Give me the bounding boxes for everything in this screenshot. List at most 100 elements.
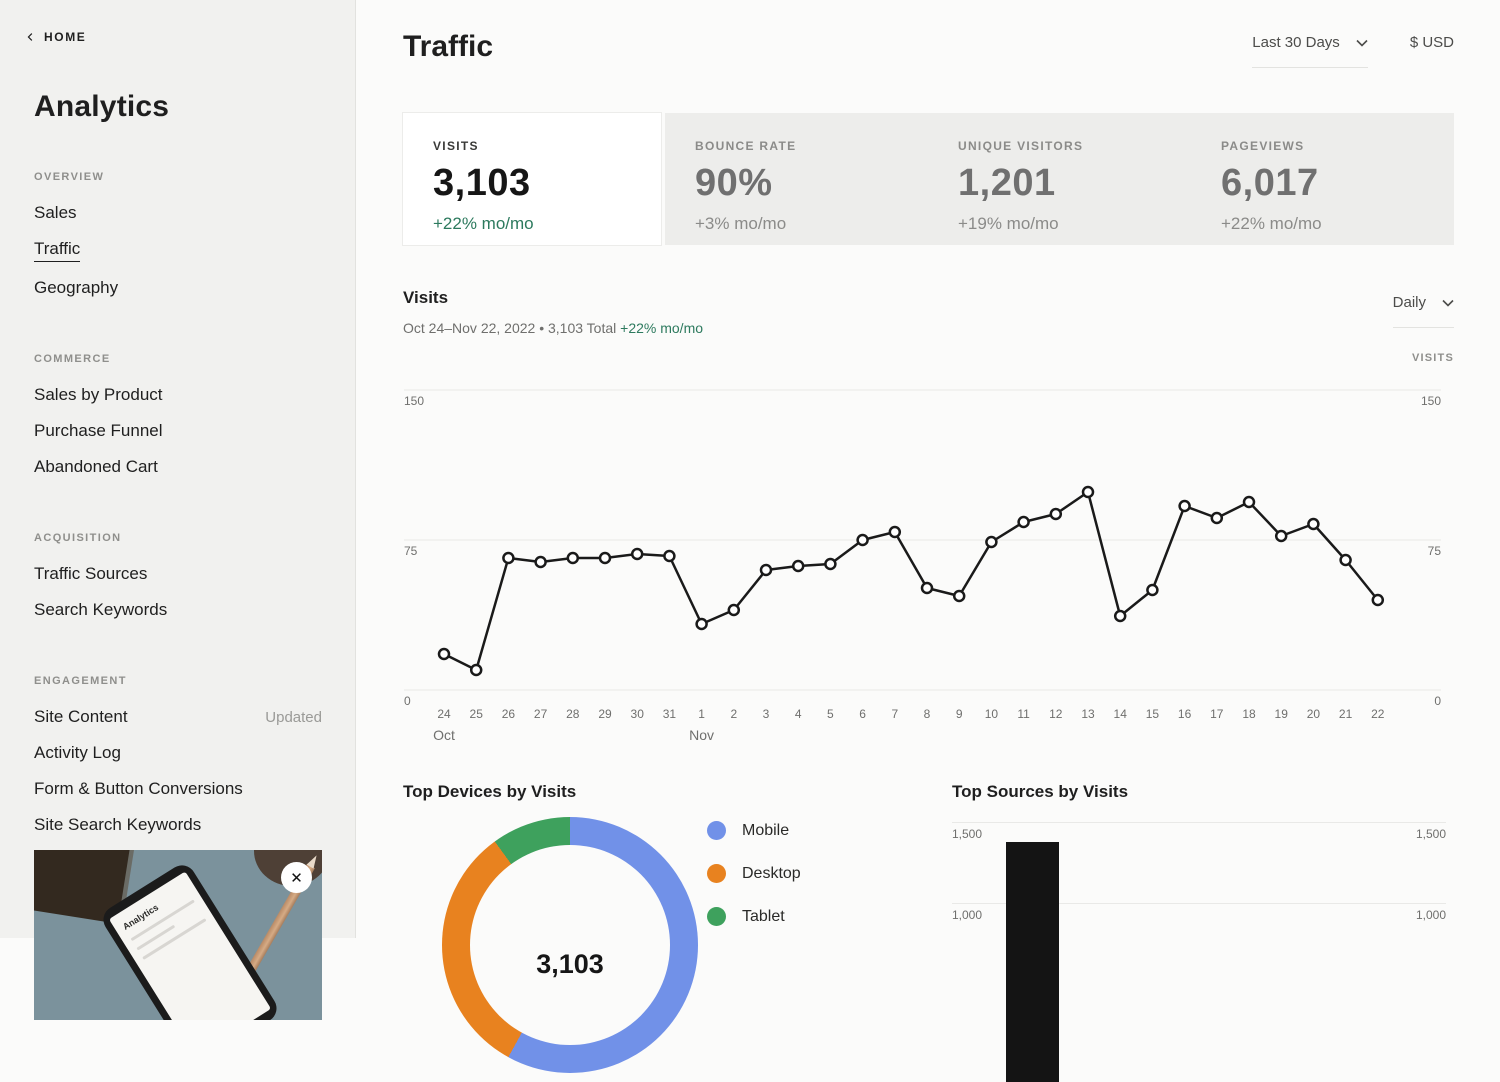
- legend-item-desktop: Desktop: [707, 864, 801, 883]
- axis-series-label: VISITS: [1411, 352, 1454, 364]
- svg-text:5: 5: [827, 707, 834, 721]
- chevron-down-icon: [1356, 39, 1368, 47]
- close-icon[interactable]: ✕: [281, 862, 312, 893]
- sidebar-item-traffic-sources[interactable]: Traffic Sources: [34, 564, 148, 583]
- svg-text:150: 150: [404, 394, 424, 408]
- main-content: Traffic Last 30 Days $ USD VISITS 3,103 …: [357, 0, 1500, 1082]
- svg-text:24: 24: [437, 707, 451, 721]
- home-back-link[interactable]: HOME: [24, 30, 321, 44]
- svg-text:6: 6: [859, 707, 866, 721]
- header-controls: Last 30 Days $ USD: [1252, 34, 1454, 68]
- date-range-select[interactable]: Last 30 Days: [1252, 34, 1368, 68]
- svg-text:15: 15: [1146, 707, 1160, 721]
- svg-text:30: 30: [631, 707, 645, 721]
- svg-text:10: 10: [985, 707, 999, 721]
- top-devices-heading: Top Devices by Visits: [403, 782, 577, 801]
- svg-text:12: 12: [1049, 707, 1063, 721]
- stat-inactive-band: BOUNCE RATE 90% +3% mo/mo UNIQUE VISITOR…: [665, 113, 1454, 245]
- analytics-promo-image: Analytics ✕: [34, 850, 322, 1020]
- section-label: ACQUISITION: [34, 532, 122, 544]
- stats-row: VISITS 3,103 +22% mo/mo BOUNCE RATE 90% …: [403, 113, 1454, 245]
- sidebar-item-geography[interactable]: Geography: [34, 278, 119, 297]
- sidebar-nav: OVERVIEW Sales Traffic Geography COMMERC…: [34, 171, 322, 879]
- svg-text:0: 0: [404, 694, 411, 708]
- chevron-down-icon: [1442, 299, 1454, 307]
- svg-text:11: 11: [1017, 707, 1030, 721]
- chevron-left-icon: [27, 33, 33, 41]
- svg-text:31: 31: [663, 707, 677, 721]
- sidebar-item-sales[interactable]: Sales: [34, 203, 77, 222]
- page-title: Traffic: [403, 30, 494, 63]
- svg-text:75: 75: [1428, 544, 1442, 558]
- nav-section-commerce: COMMERCE Sales by Product Purchase Funne…: [34, 353, 321, 485]
- sidebar-item-activity-log[interactable]: Activity Log: [34, 743, 121, 762]
- devices-legend: Mobile Desktop Tablet: [707, 821, 801, 950]
- top-sources-panel: Top Sources by Visits 1,500 1,500 1,000 1,0…: [952, 770, 1454, 1082]
- sidebar-title: Analytics: [34, 90, 170, 123]
- home-label: HOME: [44, 30, 87, 44]
- sidebar: HOME Analytics OVERVIEW Sales Traffic Ge…: [0, 0, 356, 1020]
- svg-text:150: 150: [1421, 394, 1441, 408]
- sidebar-item-sales-by-product[interactable]: Sales by Product: [34, 385, 163, 404]
- sidebar-item-site-content[interactable]: Site Content Updated: [34, 707, 322, 726]
- sidebar-item-traffic[interactable]: Traffic: [34, 231, 322, 270]
- sidebar-item-form-button-conversions[interactable]: Form & Button Conversions: [34, 779, 243, 798]
- svg-text:17: 17: [1210, 707, 1224, 721]
- stat-card-visits[interactable]: VISITS 3,103 +22% mo/mo: [403, 113, 661, 245]
- stat-card-pageviews[interactable]: PAGEVIEWS 6,017 +22% mo/mo: [1221, 139, 1322, 233]
- legend-dot: [707, 907, 726, 926]
- svg-text:22: 22: [1371, 707, 1385, 721]
- promo-phone-screen: Analytics: [108, 871, 272, 1020]
- section-label: OVERVIEW: [34, 171, 105, 183]
- sidebar-item-search-keywords[interactable]: Search Keywords: [34, 600, 168, 619]
- svg-text:13: 13: [1081, 707, 1095, 721]
- svg-text:18: 18: [1242, 707, 1256, 721]
- legend-dot: [707, 821, 726, 840]
- svg-text:Oct: Oct: [433, 727, 455, 743]
- sidebar-item-purchase-funnel[interactable]: Purchase Funnel: [34, 421, 163, 440]
- legend-item-tablet: Tablet: [707, 907, 801, 926]
- stat-card-unique-visitors[interactable]: UNIQUE VISITORS 1,201 +19% mo/mo: [958, 139, 1084, 233]
- currency-select[interactable]: $ USD: [1409, 34, 1454, 51]
- visits-chart-title: Visits: [403, 288, 449, 307]
- nav-section-acquisition: ACQUISITION Traffic Sources Search Keywo…: [34, 532, 321, 628]
- svg-text:26: 26: [502, 707, 516, 721]
- svg-text:0: 0: [1434, 694, 1441, 708]
- svg-text:20: 20: [1307, 707, 1321, 721]
- sidebar-item-site-search-keywords[interactable]: Site Search Keywords: [34, 815, 202, 834]
- visits-delta: +22% mo/mo: [620, 320, 704, 336]
- svg-text:19: 19: [1275, 707, 1289, 721]
- interval-select[interactable]: Daily: [1392, 294, 1454, 328]
- svg-text:2: 2: [730, 707, 737, 721]
- visits-chart-header: Visits Oct 24–Nov 22, 2022 • 3,103 Total…: [403, 288, 1454, 364]
- legend-dot: [707, 864, 726, 883]
- section-label: ENGAGEMENT: [34, 675, 127, 687]
- svg-text:14: 14: [1114, 707, 1128, 721]
- sources-bar-chart: 1,500 1,500 1,000 1,000: [952, 822, 1446, 1082]
- svg-text:75: 75: [404, 544, 418, 558]
- top-sources-heading: Top Sources by Visits: [952, 782, 1129, 801]
- svg-text:21: 21: [1339, 707, 1353, 721]
- donut-total: 3,103: [536, 949, 604, 979]
- svg-text:9: 9: [956, 707, 963, 721]
- nav-section-overview: OVERVIEW Sales Traffic Geography: [34, 171, 321, 306]
- sidebar-item-abandoned-cart[interactable]: Abandoned Cart: [34, 457, 158, 476]
- svg-text:16: 16: [1178, 707, 1192, 721]
- svg-text:Nov: Nov: [689, 727, 714, 743]
- legend-item-mobile: Mobile: [707, 821, 801, 840]
- svg-text:3: 3: [763, 707, 770, 721]
- svg-text:1: 1: [698, 707, 705, 721]
- svg-text:7: 7: [891, 707, 898, 721]
- svg-text:4: 4: [795, 707, 802, 721]
- svg-text:8: 8: [924, 707, 931, 721]
- svg-text:27: 27: [534, 707, 548, 721]
- section-label: COMMERCE: [34, 353, 111, 365]
- source-bar[interactable]: [1006, 842, 1059, 1082]
- devices-donut-chart: 3,103: [442, 817, 698, 1073]
- visits-chart-subtitle: Oct 24–Nov 22, 2022 • 3,103 Total +22% m…: [403, 320, 704, 336]
- svg-text:25: 25: [470, 707, 484, 721]
- stat-card-bounce-rate[interactable]: BOUNCE RATE 90% +3% mo/mo: [695, 139, 797, 233]
- svg-text:29: 29: [598, 707, 612, 721]
- updated-badge: Updated: [265, 708, 322, 726]
